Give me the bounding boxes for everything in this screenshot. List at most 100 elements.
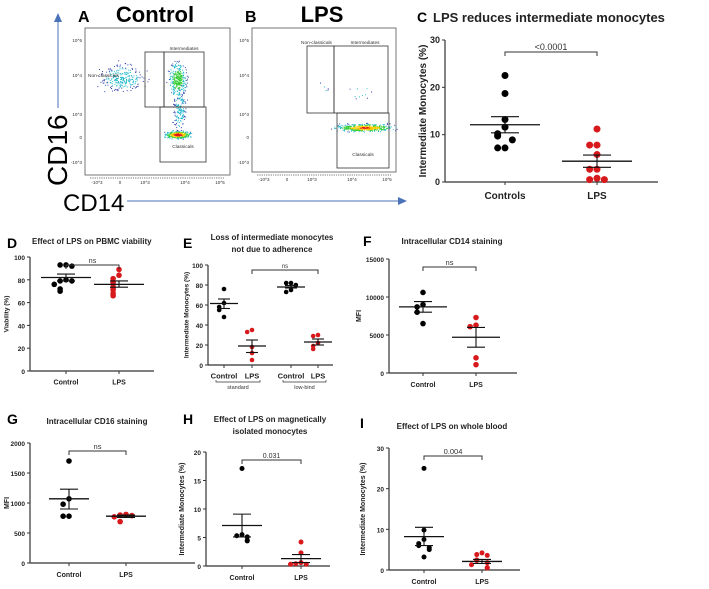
flow-x-tick: 0: [286, 177, 289, 182]
event-dot: [179, 132, 181, 134]
data-point: [288, 280, 294, 286]
event-dot: [131, 75, 133, 77]
event-dot: [174, 63, 176, 66]
event-dot: [180, 77, 182, 79]
event-dot: [185, 135, 187, 137]
event-dot: [370, 124, 372, 126]
subgroup-label: low-bind: [294, 385, 314, 391]
event-dot: [173, 92, 175, 95]
event-dot: [187, 132, 189, 134]
event-dot: [178, 122, 180, 124]
flow-y-tick: 0: [79, 135, 82, 140]
event-dot: [179, 65, 181, 67]
p-value-label: 0.004: [444, 447, 463, 456]
event-dot: [129, 83, 131, 85]
gate-label: Classicals: [172, 144, 194, 150]
event-dot: [185, 102, 187, 104]
event-dot: [343, 129, 345, 131]
flow-plot-frame: [84, 27, 231, 176]
event-dot: [366, 127, 368, 129]
flow-y-tick: 0: [246, 135, 249, 140]
event-dot: [107, 84, 109, 86]
panel-letter: G: [7, 411, 18, 427]
event-dot: [374, 130, 376, 132]
event-dot: [347, 131, 349, 133]
y-tick-label: 20: [377, 487, 385, 494]
event-dot: [383, 127, 385, 129]
event-dot: [174, 105, 176, 107]
y-tick-label: 80: [18, 278, 26, 285]
event-dot: [175, 103, 177, 105]
y-axis-label: Viability (%): [4, 296, 11, 333]
significance-bracket: [504, 51, 598, 56]
event-dot: [170, 69, 172, 71]
event-dot: [172, 77, 174, 79]
event-dot: [342, 125, 344, 127]
event-dot: [171, 71, 173, 73]
event-dot: [382, 129, 384, 131]
event-dot: [169, 131, 171, 134]
event-dot: [386, 122, 388, 124]
flow-x-tick: 10^4: [180, 180, 190, 185]
event-dot: [130, 79, 132, 81]
event-dot: [363, 126, 365, 128]
data-point: [117, 518, 123, 525]
data-point: [501, 89, 509, 97]
event-dot: [174, 98, 176, 100]
event-dot: [179, 110, 181, 112]
event-dot: [174, 66, 176, 68]
event-dot: [167, 135, 169, 137]
significance-bracket: [68, 450, 127, 455]
event-dot: [171, 92, 173, 94]
event-dot: [365, 94, 367, 96]
event-dot: [116, 85, 118, 87]
event-dot: [180, 72, 182, 74]
event-dot: [366, 88, 368, 90]
event-dot: [111, 71, 113, 73]
flow-panel-A: A Control 10^5 10^4 10^3 0 -10^3 -10^3 0 10^3 10^4…: [71, 2, 231, 185]
event-dot: [340, 124, 342, 126]
event-dot: [120, 79, 122, 81]
event-dot: [176, 137, 178, 139]
event-dot: [112, 72, 114, 75]
event-dot: [115, 78, 117, 80]
event-dot: [104, 91, 106, 93]
event-dot: [359, 129, 361, 131]
event-dot: [178, 86, 180, 89]
event-dot: [176, 86, 178, 88]
data-point: [310, 346, 316, 352]
y-tick-label: 1000: [11, 501, 26, 508]
event-dot: [377, 127, 379, 129]
data-point: [315, 332, 321, 338]
event-dot: [117, 72, 120, 74]
event-dot: [190, 136, 192, 138]
event-dot: [185, 111, 187, 113]
event-dot: [359, 131, 361, 133]
event-dot: [164, 136, 166, 138]
event-dot: [184, 110, 186, 112]
event-dot: [186, 75, 188, 77]
event-dot: [177, 68, 179, 70]
event-dot: [121, 77, 123, 79]
data-point: [474, 552, 480, 558]
event-dot: [139, 74, 141, 76]
event-dot: [111, 77, 113, 79]
y-tick-label: 500: [14, 531, 25, 538]
event-dot: [381, 128, 384, 131]
data-point: [57, 288, 63, 295]
event-dot: [367, 123, 369, 125]
event-dot: [108, 70, 110, 72]
event-dot: [384, 129, 386, 131]
event-dot: [371, 124, 373, 126]
data-point: [494, 144, 502, 152]
event-dot: [184, 77, 186, 79]
event-dot: [121, 85, 123, 87]
event-dot: [377, 129, 379, 131]
event-dot: [168, 134, 170, 136]
event-dot: [396, 128, 398, 130]
event-dot: [356, 125, 358, 128]
data-point: [586, 176, 594, 184]
event-dot: [378, 127, 380, 129]
event-dot: [130, 84, 132, 86]
y-tick-label: 15: [194, 479, 202, 486]
